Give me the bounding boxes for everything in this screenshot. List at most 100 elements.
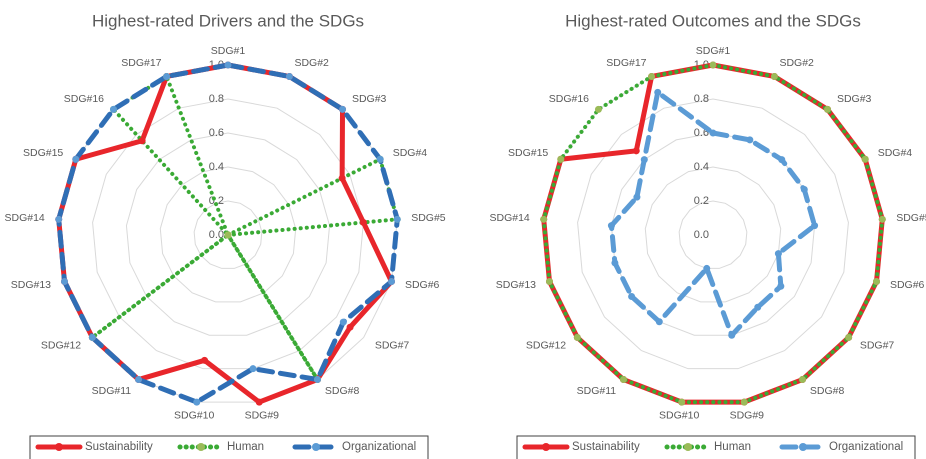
- axis-label: SDG#13: [496, 279, 536, 291]
- marker: [338, 174, 346, 182]
- marker: [339, 105, 347, 113]
- marker: [573, 333, 581, 341]
- marker: [611, 259, 619, 267]
- axis-label: SDG#1: [696, 45, 731, 57]
- marker: [774, 250, 782, 258]
- tick-label: 0.4: [209, 161, 224, 173]
- marker: [620, 376, 628, 384]
- marker: [678, 398, 686, 406]
- marker: [709, 61, 717, 69]
- spoke: [577, 235, 713, 337]
- marker: [607, 222, 615, 230]
- marker: [193, 398, 201, 406]
- axis-label: SDG#3: [837, 93, 872, 105]
- marker: [709, 129, 717, 137]
- axis-label: SDG#16: [549, 93, 589, 105]
- marker: [540, 215, 548, 223]
- marker: [640, 156, 648, 164]
- legend-label: Organizational: [342, 441, 416, 453]
- axis-label: SDG#10: [174, 410, 214, 422]
- grid-ring: [644, 166, 782, 303]
- marker: [224, 231, 232, 239]
- axis-label: SDG#11: [92, 385, 132, 397]
- marker: [878, 215, 886, 223]
- spoke: [682, 235, 713, 402]
- marker: [632, 147, 640, 155]
- axis-label: SDG#13: [11, 279, 51, 291]
- marker: [777, 282, 785, 290]
- marker: [313, 376, 321, 384]
- marker: [135, 376, 143, 384]
- axis-label: SDG#17: [121, 57, 161, 69]
- legend-label: Sustainability: [572, 441, 640, 453]
- marker: [138, 137, 146, 145]
- axis-label: SDG#14: [490, 212, 530, 224]
- marker: [740, 398, 748, 406]
- legend-label: Organizational: [829, 441, 903, 453]
- axis-label: SDG#12: [526, 340, 566, 352]
- marker: [811, 222, 819, 230]
- axis-label: SDG#2: [294, 57, 329, 69]
- axis-label: SDG#8: [810, 385, 845, 397]
- grid-ring: [92, 98, 364, 370]
- marker: [754, 303, 762, 311]
- grid-ring: [610, 132, 816, 336]
- marker: [376, 155, 384, 163]
- chart-title: Highest-rated Outcomes and the SDGs: [565, 11, 861, 30]
- marker: [594, 105, 602, 113]
- marker: [201, 356, 209, 364]
- axis-label: SDG#9: [730, 410, 765, 422]
- tick-label: 0.8: [209, 93, 224, 105]
- axis-label: SDG#6: [405, 279, 440, 291]
- legend-marker: [55, 443, 63, 451]
- spoke: [59, 219, 228, 235]
- grid-ring: [678, 200, 748, 269]
- grid-ring: [577, 98, 849, 370]
- marker: [633, 193, 641, 201]
- marker: [557, 155, 565, 163]
- axis-label: SDG#1: [211, 45, 246, 57]
- marker: [628, 292, 636, 300]
- marker: [798, 376, 806, 384]
- legend-marker: [542, 443, 550, 451]
- marker: [60, 278, 68, 286]
- axis-label: SDG#3: [352, 93, 387, 105]
- grid-ring: [193, 200, 263, 269]
- marker: [346, 323, 354, 331]
- marker: [249, 365, 257, 373]
- spoke: [713, 219, 882, 235]
- axis-label: SDG#10: [659, 410, 699, 422]
- series-line: [541, 63, 885, 405]
- axis-label: SDG#7: [375, 340, 410, 352]
- axis-label: SDG#15: [508, 147, 548, 159]
- axis-label: SDG#16: [64, 93, 104, 105]
- marker: [845, 333, 853, 341]
- tick-label: 0.8: [694, 93, 709, 105]
- spoke: [713, 235, 744, 402]
- marker: [655, 318, 663, 326]
- marker: [873, 278, 881, 286]
- axis-label: SDG#15: [23, 147, 63, 159]
- marker: [824, 105, 832, 113]
- tick-label: 0.0: [209, 229, 224, 241]
- legend-frame: [516, 435, 916, 459]
- grid-ring: [159, 166, 297, 303]
- marker: [703, 264, 711, 272]
- spoke: [76, 159, 228, 235]
- axis-label: SDG#12: [41, 340, 81, 352]
- spoke: [139, 235, 228, 380]
- marker: [72, 155, 80, 163]
- legend-marker: [684, 443, 692, 451]
- marker: [770, 72, 778, 80]
- marker: [778, 156, 786, 164]
- chart-title: Highest-rated Drivers and the SDGs: [92, 11, 364, 30]
- marker: [224, 61, 232, 69]
- marker: [648, 72, 656, 80]
- marker: [746, 136, 754, 144]
- legend: Sustainability Human Organizational: [516, 435, 916, 459]
- axis-label: SDG#5: [411, 212, 446, 224]
- marker: [109, 105, 117, 113]
- marker: [339, 318, 347, 326]
- axis-label: SDG#9: [245, 410, 280, 422]
